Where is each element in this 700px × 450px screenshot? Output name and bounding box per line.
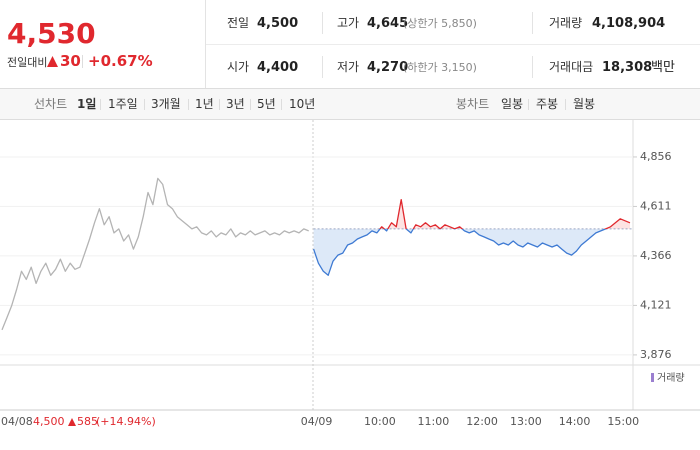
stat-note: (상한가 5,850) [403, 17, 477, 30]
tab-divider [100, 99, 101, 110]
stat-value: 4,270 [367, 60, 409, 75]
tab[interactable]: 월봉 [573, 97, 596, 111]
stat-label: 저가 [337, 60, 360, 74]
day-change: 585 [77, 415, 98, 428]
y-tick-label: 4,856 [640, 150, 672, 163]
tab-divider [188, 99, 189, 110]
divider [205, 0, 206, 88]
stat-label: 전일 [227, 16, 250, 30]
y-tick-label: 4,121 [640, 298, 672, 311]
stat-value: 4,400 [257, 60, 299, 75]
y-tick-label: 4,611 [640, 199, 672, 212]
divider [206, 44, 700, 45]
price-line [1, 177, 309, 331]
tab[interactable]: 3년 [226, 97, 245, 111]
x-tick-label: 11:00 [418, 415, 450, 428]
stat-label: 거래대금 [549, 60, 594, 74]
day-rate: (+14.94%) [96, 415, 156, 428]
x-tick-label: 04/08 [1, 415, 33, 428]
x-tick-label: 04/09 [301, 415, 333, 428]
change: 30 [60, 52, 81, 70]
tab[interactable]: 주봉 [536, 97, 559, 111]
x-tick-label: 13:00 [510, 415, 542, 428]
stat-value: 4,500 [257, 16, 299, 31]
price: 4,530 [7, 17, 96, 50]
up-icon [47, 56, 58, 67]
tab[interactable]: 3개월 [151, 97, 181, 111]
tab-divider [281, 99, 282, 110]
tab-divider [565, 99, 566, 110]
tab-group-label: 봉차트 [456, 97, 490, 111]
divider [532, 56, 533, 78]
tab[interactable]: 1주일 [108, 97, 138, 111]
tab[interactable]: 5년 [257, 97, 276, 111]
tab-divider [144, 99, 145, 110]
divider [82, 55, 83, 68]
stat-label: 고가 [337, 16, 360, 30]
y-tick-label: 4,366 [640, 249, 672, 262]
day-close: 4,500 [33, 415, 65, 428]
stat-note: (하한가 3,150) [403, 61, 477, 74]
tab-bar [0, 88, 700, 120]
stat-unit: 백만 [651, 60, 675, 75]
y-tick-label: 3,876 [640, 348, 672, 361]
stat-value: 18,308 [602, 60, 653, 75]
x-tick-label: 10:00 [364, 415, 396, 428]
stat-value: 4,645 [367, 16, 409, 31]
rate: +0.67% [88, 52, 153, 70]
price-line [312, 198, 631, 276]
tab[interactable]: 1일 [77, 97, 97, 111]
legend-label: 거래량 [657, 372, 685, 384]
stat-label: 거래량 [549, 16, 583, 30]
tab-divider [528, 99, 529, 110]
x-tick-label: 15:00 [607, 415, 639, 428]
stat-label: 시가 [227, 60, 250, 74]
tab[interactable]: 일봉 [501, 97, 524, 111]
change-label: 전일대비 [7, 56, 48, 69]
tab-divider [219, 99, 220, 110]
stat-value: 4,108,904 [592, 16, 666, 31]
legend-swatch [651, 373, 654, 382]
x-tick-label: 12:00 [466, 415, 498, 428]
divider [322, 12, 323, 34]
divider [322, 56, 323, 78]
area [313, 199, 630, 276]
tab-group-label: 선차트 [34, 97, 68, 111]
divider [532, 12, 533, 34]
tab[interactable]: 10년 [289, 97, 316, 111]
x-tick-label: 14:00 [559, 415, 591, 428]
tab[interactable]: 1년 [195, 97, 214, 111]
up-icon [68, 418, 76, 426]
tab-divider [250, 99, 251, 110]
